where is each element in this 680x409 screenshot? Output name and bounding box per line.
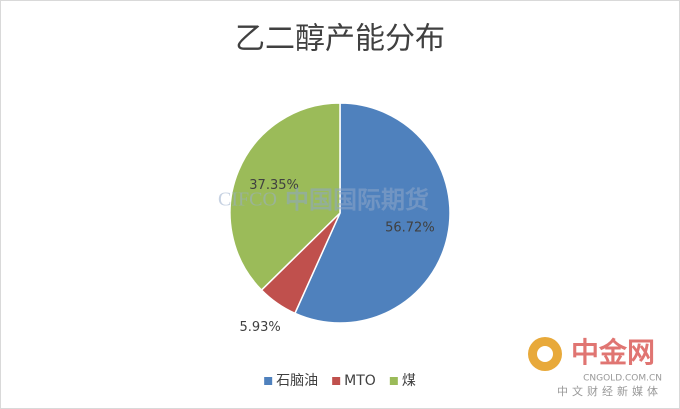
watermark: CNGOLD.COM.CN xyxy=(583,374,662,384)
pie-slice xyxy=(293,102,451,324)
chart-title: 乙二醇产能分布 xyxy=(235,22,445,57)
data-label: 37.35% xyxy=(249,178,299,193)
watermark: CIFCO xyxy=(218,189,277,211)
logo: 中金网 CNGOLD.COM.CN 中文财经新媒体 xyxy=(528,336,662,398)
data-label: 5.93% xyxy=(239,320,280,335)
legend-swatch xyxy=(332,377,341,385)
watermarks: CIFCO 中国国际期货 xyxy=(218,186,429,214)
legend-swatch xyxy=(389,377,398,385)
watermark: 中国国际期货 xyxy=(285,186,429,214)
data-label: 56.72% xyxy=(385,220,435,235)
watermark: 中文财经新媒体 xyxy=(557,384,662,398)
pie-slice xyxy=(229,102,341,292)
legend: 石脑油 MTO 煤 xyxy=(264,373,416,389)
legend-label: 石脑油 xyxy=(276,373,318,389)
legend-swatch xyxy=(264,377,273,385)
logo-icon xyxy=(537,346,553,362)
legend-label: MTO xyxy=(344,373,376,389)
watermark: 中金网 xyxy=(571,336,655,369)
legend-label: 煤 xyxy=(402,373,416,389)
pie: 56.72% 5.93% 37.35% xyxy=(229,102,451,335)
